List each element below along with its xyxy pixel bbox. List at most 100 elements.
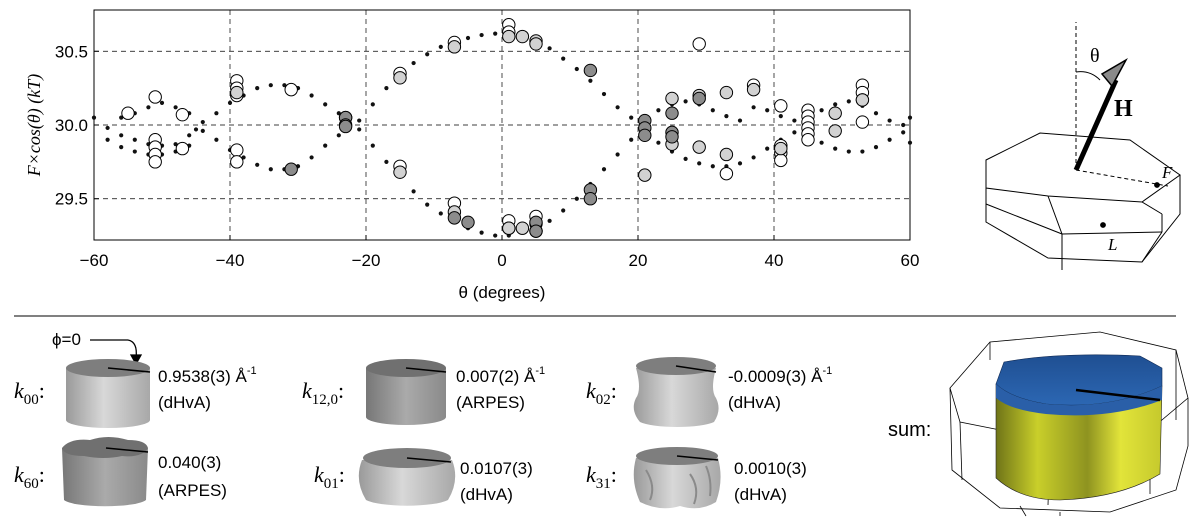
data-point-open-circle	[719, 166, 734, 181]
data-point-dot	[268, 167, 273, 172]
bz-edge	[1141, 201, 1163, 215]
data-point-light-gray-circle	[502, 29, 516, 44]
data-point-open-circle	[855, 115, 870, 129]
data-point-dot	[323, 143, 328, 148]
inset-theta-label: θ	[1090, 45, 1100, 67]
point-l-marker	[1100, 222, 1106, 228]
data-point-dot	[370, 143, 375, 148]
data-point-dot	[737, 161, 743, 166]
data-point-dot	[411, 60, 416, 66]
data-point-dot	[479, 230, 484, 235]
cylinder-k00	[66, 359, 151, 428]
data-point-dark-gray-circle	[583, 192, 598, 206]
data-point-dot	[357, 127, 362, 132]
data-point-open-circle	[230, 143, 244, 157]
data-point-dot	[792, 118, 797, 123]
source-k00: (dHvA)	[158, 393, 211, 412]
data-point-light-gray-circle	[665, 91, 679, 106]
data-point-dot	[765, 146, 770, 151]
x-tick-label: 60	[901, 251, 920, 270]
data-point-dark-gray-circle	[284, 162, 298, 176]
x-tick-labels: −60 −40 −20 0 20 40 60	[80, 235, 920, 270]
value-k02: -0.0009(3) Å-1	[728, 365, 832, 386]
data-point-dot	[132, 137, 137, 142]
data-point-dot	[907, 115, 913, 120]
data-point-dot	[683, 156, 688, 162]
x-axis-label: θ (degrees)	[459, 283, 546, 302]
value-k60: 0.040(3)	[158, 453, 221, 472]
component-label-k01: k01:	[314, 462, 345, 492]
data-point-dot	[901, 122, 906, 128]
data-point-light-gray-circle	[828, 124, 842, 138]
data-point-open-circle	[801, 133, 815, 147]
data-point-dark-gray-circle	[665, 130, 679, 144]
component-label-k00: k00:	[14, 378, 45, 408]
cylinder-k12-0	[366, 359, 447, 425]
data-point-dark-gray-circle	[692, 91, 706, 106]
data-point-dot	[438, 44, 443, 49]
y-tick-label: 30.5	[55, 42, 88, 61]
theta-arc	[1075, 71, 1101, 81]
source-k01: (dHvA)	[460, 485, 513, 504]
data-point-open-circle	[148, 155, 162, 169]
data-point-dot	[656, 140, 661, 145]
data-point-dot	[778, 114, 783, 119]
data-point-dot	[601, 91, 607, 97]
data-point-dot	[846, 99, 851, 104]
main-scatter-plot: −60 −40 −20 0 20 40 60 29.5 30.0 30.5 θ (degrees…	[24, 9, 920, 302]
data-point-light-gray-circle	[393, 71, 407, 85]
brillouin-zone-inset	[985, 22, 1181, 270]
bz-edge	[985, 203, 1063, 235]
data-point-open-circle	[121, 106, 135, 120]
data-point-dot	[411, 189, 416, 194]
data-point-dot	[819, 140, 824, 145]
data-point-dark-gray-circle	[638, 128, 652, 143]
data-point-light-gray-circle	[230, 85, 244, 100]
data-point-dot	[574, 196, 579, 201]
data-point-dot	[901, 130, 906, 135]
data-point-dot	[309, 93, 314, 98]
data-point-dot	[465, 35, 471, 41]
data-point-dark-gray-circle	[529, 224, 543, 238]
data-point-light-gray-circle	[638, 168, 652, 182]
data-point-light-gray-circle	[692, 140, 706, 154]
y-tick-labels: 29.5 30.0 30.5	[55, 42, 99, 209]
x-tick-label: −20	[352, 251, 381, 270]
data-point-dot	[309, 155, 314, 160]
data-point-dot	[710, 108, 715, 113]
data-point-light-gray-circle	[719, 85, 734, 100]
data-point-dot	[819, 108, 824, 113]
data-point-light-gray-circle	[719, 147, 734, 162]
inset-field-label: H	[1114, 96, 1133, 122]
data-point-light-gray-circle	[515, 221, 530, 235]
data-point-open-circle	[774, 153, 788, 168]
data-point-dot	[887, 118, 892, 123]
inset-l-label: L	[1107, 235, 1117, 254]
bz-edge	[1141, 231, 1163, 263]
data-point-light-gray-circle	[855, 93, 870, 107]
data-point-dot	[119, 145, 124, 150]
cylinder-k02	[633, 357, 719, 427]
data-point-dot	[724, 114, 729, 119]
sum-surface	[949, 331, 1189, 517]
data-point-dot	[357, 118, 362, 123]
y-axis-label: F×cos(θ) (kT)	[24, 74, 45, 177]
data-point-light-gray-circle	[515, 29, 530, 44]
inset-f-label: F	[1161, 163, 1173, 182]
data-point-open-circle	[148, 90, 162, 104]
data-point-dot	[193, 127, 199, 132]
data-point-open-circle	[175, 141, 190, 156]
x-tick-label: 40	[765, 251, 784, 270]
source-k31: (dHvA)	[734, 485, 787, 504]
cylinder-k01	[358, 448, 456, 506]
x-tick-label: 20	[629, 251, 648, 270]
data-point-dot	[907, 140, 913, 145]
data-point-dot	[601, 167, 607, 172]
value-k01: 0.0107(3)	[460, 459, 533, 478]
grid-lines	[94, 10, 910, 240]
data-point-dot	[119, 133, 124, 138]
data-point-dot	[336, 133, 341, 138]
data-point-dot	[588, 78, 593, 83]
data-point-dot	[105, 125, 110, 131]
